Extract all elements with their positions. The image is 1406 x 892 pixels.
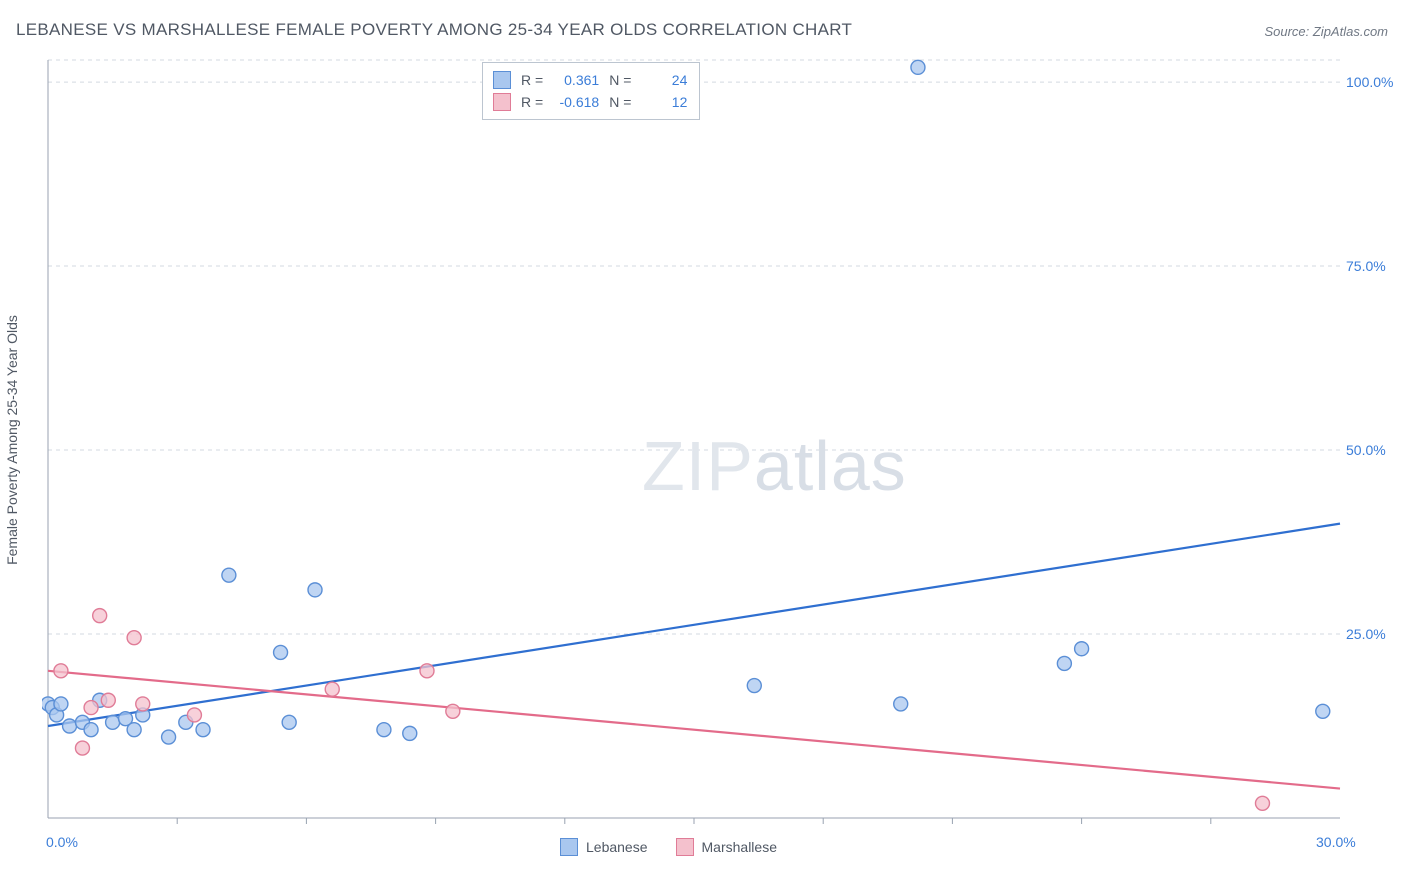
source-attribution: Source: ZipAtlas.com [1264,24,1388,39]
y-tick-label: 100.0% [1346,74,1393,90]
stat-r-label: R = [521,94,543,110]
legend-item-series2: Marshallese [676,838,777,856]
stat-n-value-1: 24 [641,72,687,88]
x-tick-label: 30.0% [1316,834,1356,850]
stat-row-series1: R = 0.361 N = 24 [493,69,687,91]
legend-label-series1: Lebanese [586,839,648,855]
stat-r-label: R = [521,72,543,88]
correlation-stats-legend: R = 0.361 N = 24 R = -0.618 N = 12 [482,62,700,120]
stat-n-value-2: 12 [641,94,687,110]
y-tick-label: 25.0% [1346,626,1386,642]
swatch-series1 [493,71,511,89]
x-tick-label: 0.0% [46,834,78,850]
stat-row-series2: R = -0.618 N = 12 [493,91,687,113]
series-legend: Lebanese Marshallese [560,838,777,856]
swatch-series1 [560,838,578,856]
legend-label-series2: Marshallese [702,839,777,855]
stat-n-label: N = [609,72,631,88]
y-tick-label: 75.0% [1346,258,1386,274]
y-axis-label: Female Poverty Among 25-34 Year Olds [4,315,20,565]
swatch-series2 [676,838,694,856]
scatter-chart [42,56,1382,824]
legend-item-series1: Lebanese [560,838,648,856]
stat-r-value-2: -0.618 [553,94,599,110]
stat-r-value-1: 0.361 [553,72,599,88]
chart-title: LEBANESE VS MARSHALLESE FEMALE POVERTY A… [16,20,852,40]
stat-n-label: N = [609,94,631,110]
y-tick-label: 50.0% [1346,442,1386,458]
swatch-series2 [493,93,511,111]
